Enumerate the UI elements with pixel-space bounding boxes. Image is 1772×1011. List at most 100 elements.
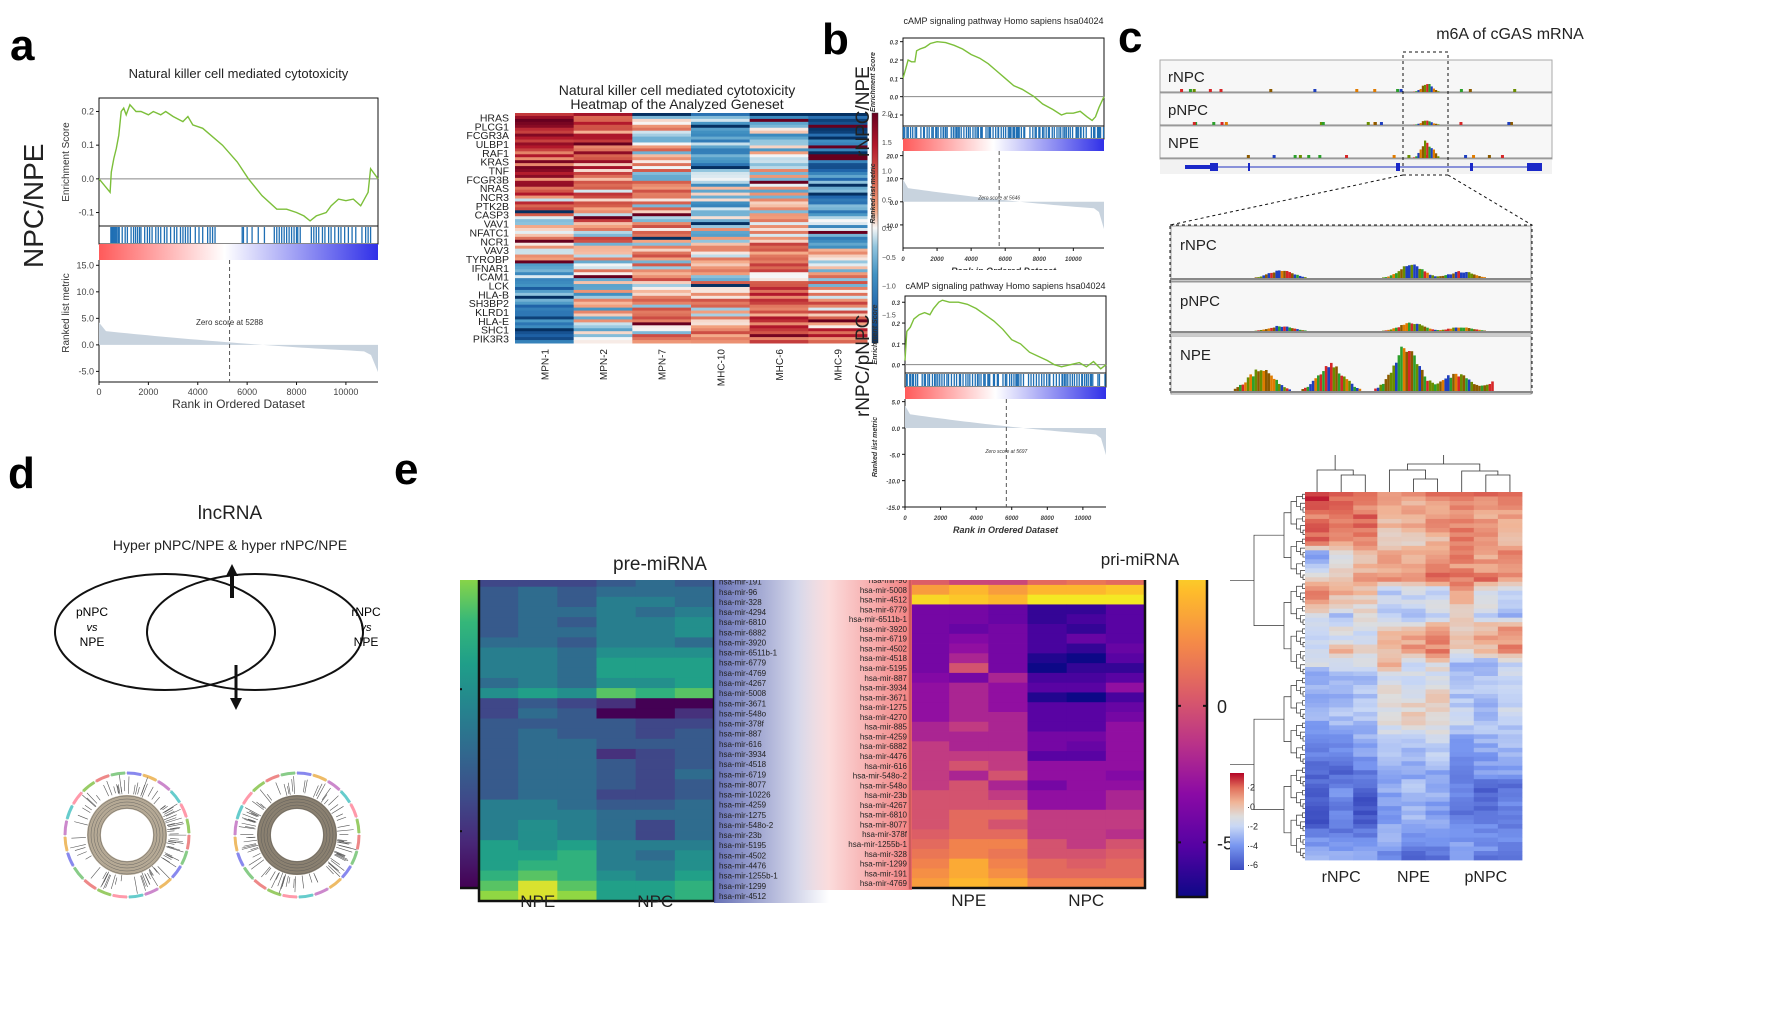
- heatmap-cell: [479, 677, 519, 689]
- circos-feature: [163, 814, 177, 821]
- heatmap-cell: [1425, 581, 1451, 587]
- heatmap-cell: [1329, 505, 1354, 511]
- heatmap-cell: [808, 284, 868, 288]
- heatmap-cell: [632, 242, 692, 247]
- circos-feature: [336, 853, 348, 860]
- heatmap-cell: [1401, 505, 1426, 511]
- circos-feature: [90, 867, 101, 879]
- heatmap-cell: [515, 198, 575, 202]
- heatmap-cell: [808, 272, 868, 276]
- circos-feature: [152, 865, 158, 873]
- heatmap-cell: [1105, 604, 1146, 615]
- gene-label: VAV1: [484, 219, 509, 231]
- heatmap-cell: [1425, 586, 1451, 592]
- heatmap-cell: [1305, 509, 1330, 515]
- heatmap-cell: [1425, 653, 1451, 659]
- heatmap-cell: [808, 163, 868, 167]
- heatmap-cell: [1401, 738, 1426, 744]
- circos-feature: [241, 822, 257, 827]
- heatmap-cell: [1449, 747, 1475, 753]
- zoom-peak-bar: [1402, 324, 1406, 331]
- zoom-peak-bar: [1478, 329, 1481, 331]
- heatmap-cell: [1066, 594, 1107, 605]
- heatmap-cell: [1401, 828, 1426, 834]
- heatmap-cell: [1353, 761, 1378, 767]
- heatmap-cell: [1066, 790, 1107, 801]
- zoom-peak-bar: [1298, 329, 1302, 331]
- heatmap-cell: [1473, 734, 1499, 740]
- zoom-peak-bar: [1410, 264, 1414, 278]
- heatmap-cell: [518, 688, 558, 699]
- mirna-label: hsa-mir-378f: [862, 830, 908, 839]
- heatmap-cell: [1353, 693, 1378, 699]
- gene-label: HRAS: [480, 112, 509, 124]
- circos-chromosome: [185, 818, 191, 834]
- heatmap-cell: [1425, 855, 1451, 861]
- heatmap-cell: [1305, 626, 1330, 632]
- heatmap-cell: [573, 169, 633, 173]
- heatmap-cell: [949, 682, 989, 693]
- mirna-label: hsa-mir-1255b-1: [848, 840, 907, 849]
- heatmap-cell: [1425, 819, 1451, 825]
- heatmap-cell: [573, 186, 633, 191]
- circos-feature: [259, 789, 272, 804]
- heatmap-cell: [1329, 586, 1354, 592]
- heatmap-cell: [674, 809, 715, 821]
- heatmap-cell: [808, 121, 868, 126]
- circos-feature: [261, 866, 271, 878]
- circos-track-ring: [87, 795, 167, 875]
- heatmap-cell: [949, 751, 989, 762]
- heatmap-cell: [808, 257, 868, 261]
- heatmap-cell: [749, 183, 809, 188]
- circos-feature: [293, 776, 295, 794]
- heatmap-cell: [988, 731, 1028, 742]
- row-dendrogram-branch: [1302, 583, 1305, 589]
- zoom-peak-bar: [1293, 328, 1297, 331]
- circos-feature: [304, 779, 308, 794]
- heatmap-cell: [1329, 523, 1354, 529]
- heatmap-cell: [1401, 500, 1426, 506]
- heatmap-cell: [808, 310, 868, 315]
- heatmap-cell: [635, 880, 676, 892]
- heatmap-cell: [691, 266, 751, 270]
- heatmap-cell: [691, 171, 751, 176]
- es-axis-label: Enrichment Score: [872, 304, 879, 364]
- heatmap-cell: [1329, 563, 1354, 569]
- igv-track: [1159, 59, 1553, 94]
- heatmap-cell: [515, 139, 575, 143]
- gene-exon: [1248, 163, 1250, 171]
- heatmap-cell: [518, 606, 558, 618]
- heatmap-cell: [1329, 855, 1354, 861]
- heatmap-cell: [632, 269, 692, 273]
- heatmap-cell: [573, 145, 633, 149]
- heatmap-cell: [518, 809, 558, 821]
- heatmap-cell: [573, 275, 633, 279]
- heatmap-cell: [674, 769, 715, 780]
- zoom-peak-bar: [1426, 380, 1429, 391]
- heatmap-cell: [674, 840, 715, 851]
- mirna-label: hsa-mir-3934: [860, 684, 908, 693]
- heatmap-cell: [674, 738, 715, 750]
- heatmap-cell: [1401, 770, 1426, 776]
- ranked-metric-area: [99, 322, 378, 373]
- heatmap-cell: [573, 216, 633, 220]
- heatmap-cell: [1497, 586, 1523, 592]
- heatmap-cell: [674, 779, 715, 790]
- gene-label: FCGR3B: [466, 174, 509, 186]
- heatmap-cell: [808, 118, 868, 123]
- heatmap-cell: [518, 580, 558, 588]
- heatmap-cell: [691, 222, 751, 226]
- heatmap-cell: [1425, 702, 1451, 708]
- zoom-peak-bar: [1267, 373, 1271, 391]
- heatmap-cell: [949, 624, 989, 635]
- heatmap-cell: [1105, 614, 1146, 625]
- heatmap-cell: [1425, 693, 1451, 699]
- heatmap-cell: [1377, 635, 1402, 641]
- heatmap-cell: [1401, 788, 1426, 794]
- heatmap-cell: [1497, 833, 1523, 838]
- heatmap-cell: [1027, 741, 1068, 752]
- circos-feature: [238, 826, 256, 830]
- heatmap-cell: [1105, 580, 1146, 586]
- row-dendrogram-branch: [1302, 493, 1305, 500]
- heatmap-cell: [557, 880, 597, 892]
